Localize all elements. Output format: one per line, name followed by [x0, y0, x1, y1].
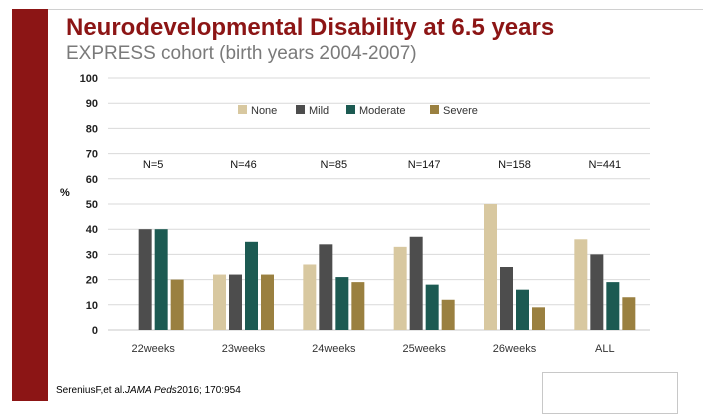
- bar-none: [484, 204, 497, 330]
- bar-mild: [229, 274, 242, 330]
- n-label: N=158: [498, 159, 531, 171]
- bar-moderate: [245, 241, 258, 330]
- bar-moderate: [425, 284, 439, 330]
- placeholder-box: [542, 372, 678, 414]
- legend-label-mild: Mild: [309, 105, 329, 117]
- citation: SereniusF,et al.JAMA Peds2016; 170:954: [56, 385, 241, 396]
- slide-title: Neurodevelopmental Disability at 6.5 yea…: [66, 14, 555, 41]
- bar-severe: [622, 297, 636, 330]
- y-axis-label: %: [60, 187, 70, 199]
- x-tick-label: 23weeks: [222, 343, 266, 355]
- n-label: N=85: [321, 159, 348, 171]
- legend-swatch-none: [238, 105, 247, 114]
- bar-mild: [409, 236, 423, 330]
- bar-mild: [138, 229, 152, 330]
- accent-side-bar: [12, 9, 48, 401]
- bar-moderate: [516, 289, 529, 330]
- legend-swatch-mild: [296, 105, 305, 114]
- bar-mild: [319, 244, 333, 330]
- bar-severe: [170, 279, 184, 330]
- n-label: N=5: [143, 159, 164, 171]
- n-label: N=147: [408, 159, 441, 171]
- legend-swatch-moderate: [346, 105, 355, 114]
- bar-severe: [532, 307, 545, 330]
- top-rule: [12, 9, 703, 10]
- y-tick-label: 10: [86, 300, 98, 312]
- y-tick-label: 0: [92, 325, 98, 337]
- bar-mild: [500, 267, 513, 330]
- x-tick-label: 26weeks: [493, 343, 537, 355]
- x-tick-label: 22weeks: [131, 343, 175, 355]
- y-tick-label: 30: [86, 249, 98, 261]
- citation-journal: JAMA Peds: [124, 385, 177, 396]
- legend-label-none: None: [251, 105, 277, 117]
- y-tick-label: 90: [86, 98, 98, 110]
- bar-moderate: [606, 282, 620, 330]
- x-tick-label: 25weeks: [402, 343, 446, 355]
- bar-none: [303, 264, 317, 330]
- x-tick-label: 24weeks: [312, 343, 356, 355]
- legend-label-moderate: Moderate: [359, 105, 405, 117]
- citation-authors: SereniusF,et al.: [56, 385, 125, 396]
- slide-subtitle: EXPRESS cohort (birth years 2004-2007): [66, 43, 417, 64]
- y-tick-label: 40: [86, 224, 98, 236]
- y-tick-label: 70: [86, 149, 98, 161]
- legend-label-severe: Severe: [443, 105, 478, 117]
- bar-severe: [261, 274, 274, 330]
- bar-moderate: [335, 277, 349, 330]
- y-tick-label: 100: [80, 73, 98, 85]
- y-tick-label: 60: [86, 174, 98, 186]
- y-tick-label: 50: [86, 199, 98, 211]
- y-tick-label: 80: [86, 123, 98, 135]
- bar-chart: 0 10 20 30 40 50 60 70 80 90 100% 22weeks N=5 23weeks…: [60, 73, 650, 355]
- bar-none: [393, 246, 407, 330]
- citation-details: 2016; 170:954: [176, 385, 241, 396]
- n-label: N=46: [230, 159, 257, 171]
- bar-moderate: [154, 229, 168, 330]
- bar-severe: [351, 282, 365, 330]
- bar-mild: [590, 254, 604, 330]
- bar-none: [213, 274, 226, 330]
- bar-none: [574, 239, 588, 330]
- x-tick-label: ALL: [595, 343, 615, 355]
- bar-severe: [441, 299, 455, 330]
- legend-swatch-severe: [430, 105, 439, 114]
- n-label: N=441: [588, 159, 621, 171]
- y-tick-label: 20: [86, 275, 98, 287]
